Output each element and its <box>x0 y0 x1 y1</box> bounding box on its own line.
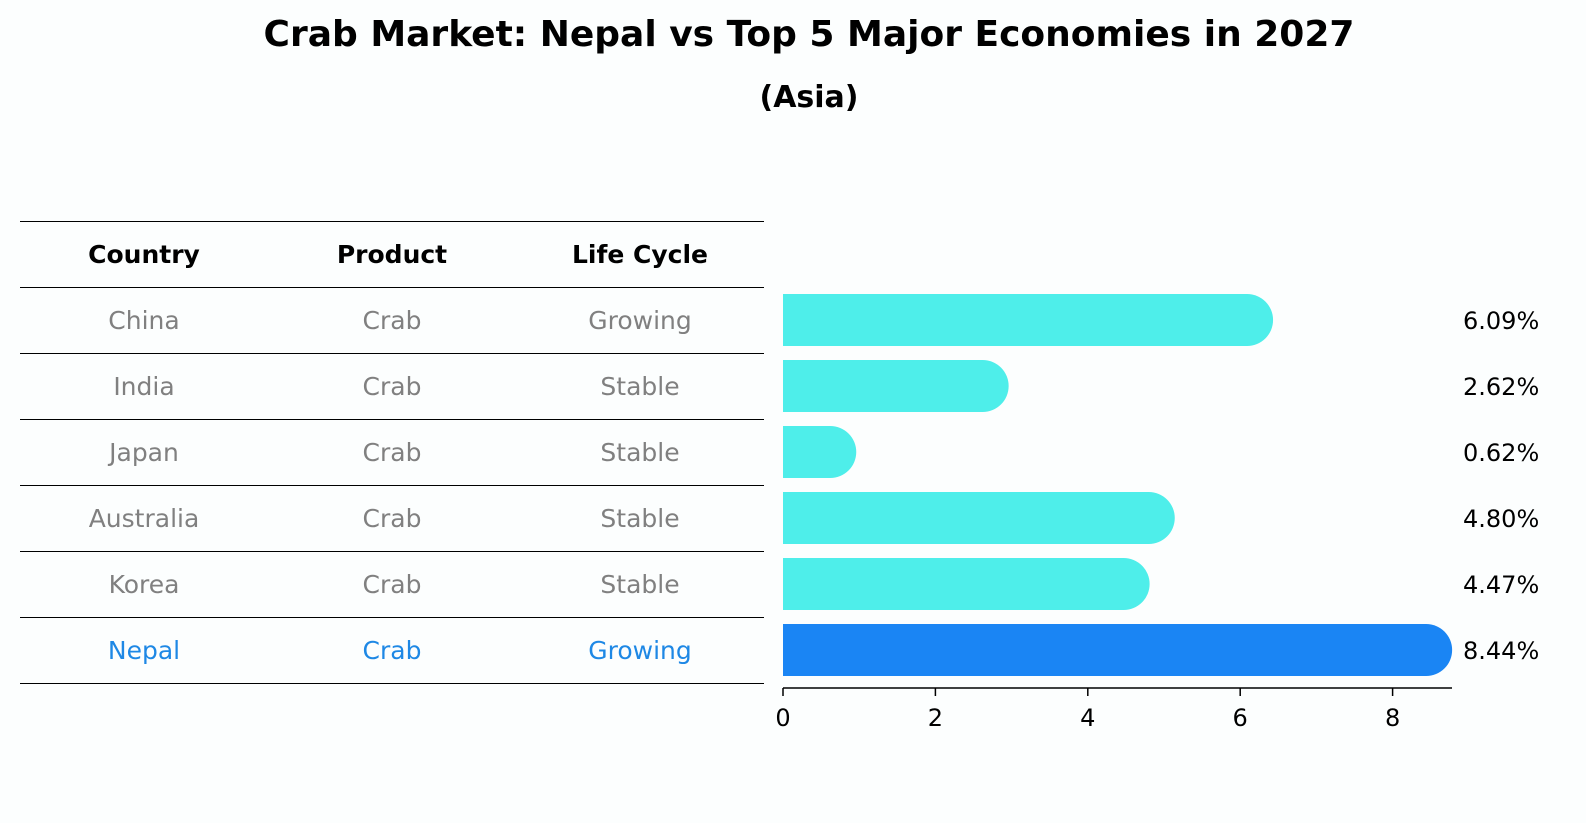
cell-country: Australia <box>88 504 200 533</box>
cell-product: Crab <box>362 306 422 335</box>
header-product: Product <box>336 240 448 269</box>
bar-australia <box>783 492 1175 544</box>
x-tick-label: 0 <box>775 704 790 732</box>
cell-country: Nepal <box>107 636 181 665</box>
header-life-cycle: Life Cycle <box>571 240 709 269</box>
table-row: Japan Crab Stable <box>20 419 764 485</box>
cell-life-cycle: Stable <box>600 570 680 599</box>
x-tick-label: 4 <box>1080 704 1095 732</box>
value-label: 4.47% <box>1463 571 1539 599</box>
bar-nepal <box>783 624 1453 676</box>
header-country: Country <box>88 240 200 269</box>
value-label: 2.62% <box>1463 373 1539 401</box>
cell-country: Japan <box>109 438 179 467</box>
cell-life-cycle: Stable <box>600 504 680 533</box>
cell-product: Crab <box>362 504 422 533</box>
data-table: Country Product Life Cycle China Crab Gr… <box>20 221 764 684</box>
cell-product: Crab <box>362 438 422 467</box>
bar-china <box>783 294 1274 346</box>
bar-japan <box>783 426 857 478</box>
bar-korea <box>783 558 1150 610</box>
value-label: 6.09% <box>1463 307 1539 335</box>
table-row: Korea Crab Stable <box>20 551 764 617</box>
cell-country: Korea <box>108 570 180 599</box>
cell-life-cycle: Growing <box>588 306 692 335</box>
x-tick-label: 8 <box>1385 704 1400 732</box>
cell-product: Crab <box>362 372 422 401</box>
chart-title: Crab Market: Nepal vs Top 5 Major Econom… <box>263 14 1355 55</box>
value-label: 4.80% <box>1463 505 1539 533</box>
table-row: China Crab Growing <box>20 287 764 353</box>
value-label: 8.44% <box>1463 637 1539 665</box>
cell-life-cycle: Stable <box>600 372 680 401</box>
cell-product: Crab <box>362 570 422 599</box>
x-tick-label: 2 <box>928 704 943 732</box>
table-header-row: Country Product Life Cycle <box>20 221 764 287</box>
cell-life-cycle: Stable <box>600 438 680 467</box>
cell-life-cycle: Growing <box>588 636 692 665</box>
bar-india <box>783 360 1009 412</box>
cell-country: India <box>113 372 175 401</box>
cell-product: Crab <box>362 636 422 665</box>
value-label: 0.62% <box>1463 439 1539 467</box>
table-row: Australia Crab Stable <box>20 485 764 551</box>
table-row-highlight: Nepal Crab Growing <box>20 617 764 684</box>
x-tick-label: 6 <box>1233 704 1248 732</box>
table-row: India Crab Stable <box>20 353 764 419</box>
chart-subtitle: (Asia) <box>759 80 859 115</box>
cell-country: China <box>108 306 180 335</box>
